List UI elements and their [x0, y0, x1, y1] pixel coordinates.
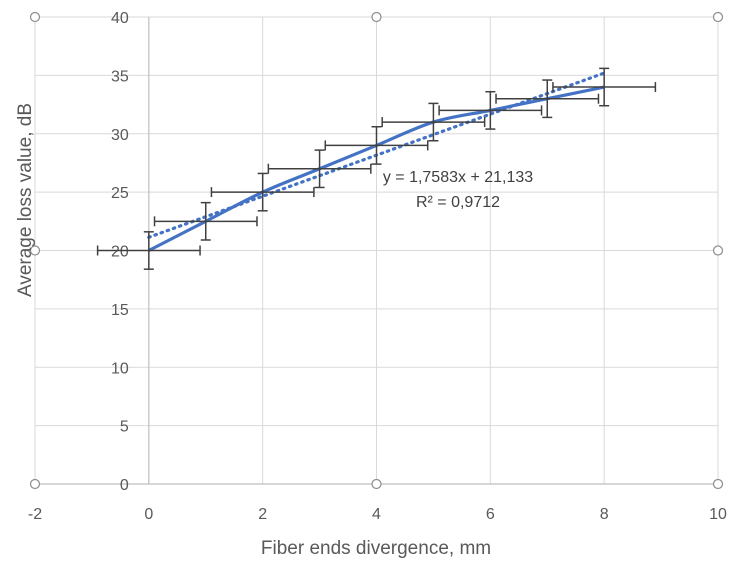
resize-handle[interactable] [712, 11, 724, 23]
x-tick-label: 8 [600, 506, 609, 523]
x-tick-label: 2 [258, 506, 267, 523]
x-tick-label: 4 [372, 506, 381, 523]
x-tick-label: 6 [486, 506, 495, 523]
y-tick-label: 40 [111, 10, 129, 27]
y-axis-title: Average loss value, dB [15, 103, 36, 297]
y-tick-label: 5 [120, 419, 129, 436]
resize-handle[interactable] [712, 478, 724, 490]
y-tick-label: 30 [111, 127, 129, 144]
error-bar [438, 90, 543, 130]
selection-handles[interactable] [29, 11, 724, 490]
error-bars [96, 67, 657, 270]
trendline-r-squared: R² = 0,9712 [416, 194, 500, 211]
tick-labels: -2 0 2 4 6 8 10 0 5 10 15 20 25 30 35 40 [28, 10, 727, 523]
y-tick-label: 25 [111, 185, 129, 202]
resize-handle[interactable] [29, 478, 41, 490]
resize-handle[interactable] [712, 245, 724, 256]
x-tick-label: -2 [28, 506, 42, 523]
error-bar [153, 201, 258, 241]
y-tick-label: 20 [111, 244, 129, 261]
error-bar [267, 149, 372, 189]
resize-handle[interactable] [371, 478, 382, 490]
y-tick-label: 0 [120, 477, 129, 494]
resize-handle[interactable] [371, 11, 382, 23]
resize-handle[interactable] [29, 11, 41, 23]
y-tick-label: 15 [111, 302, 129, 319]
x-tick-label: 10 [709, 506, 727, 523]
error-bar [96, 231, 201, 270]
error-bar [210, 172, 315, 212]
trendline-equation: y = 1,7583x + 21,133 [383, 169, 533, 186]
x-axis-title: Fiber ends divergence, mm [261, 538, 491, 559]
resize-handle[interactable] [29, 245, 41, 256]
x-tick-label: 0 [144, 506, 153, 523]
error-bar [381, 102, 486, 142]
error-bar [324, 125, 429, 165]
error-bar [495, 79, 600, 119]
y-tick-label: 35 [111, 68, 129, 85]
error-bar [552, 67, 657, 107]
y-tick-label: 10 [111, 360, 129, 377]
